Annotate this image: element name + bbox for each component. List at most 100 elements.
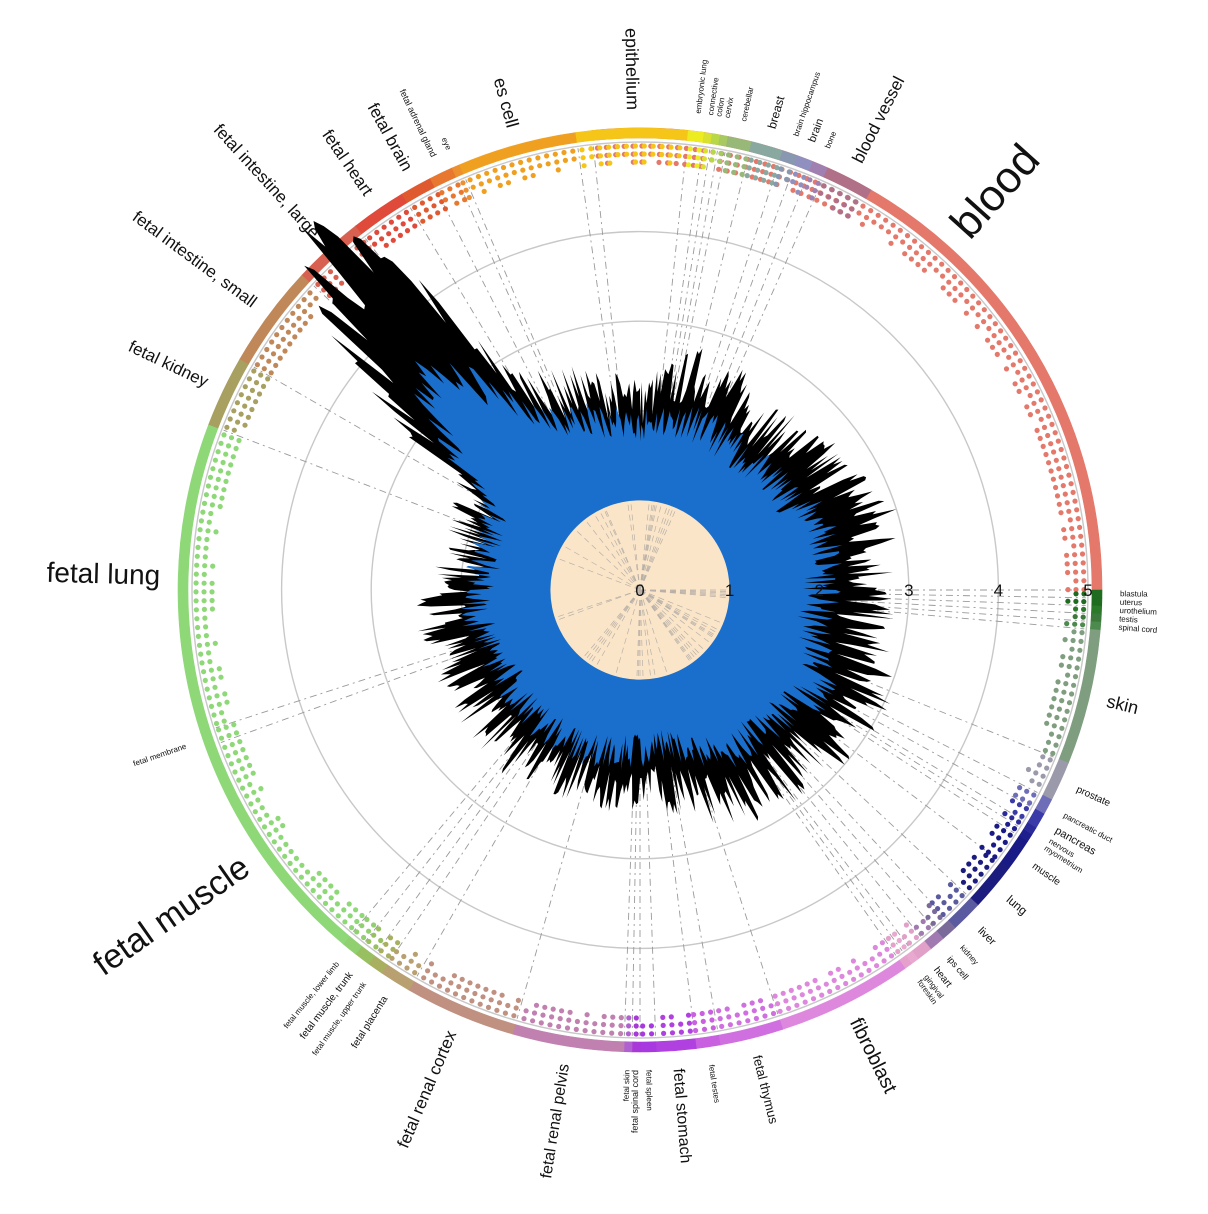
ring-dot [678, 1029, 685, 1035]
ring-dot [1019, 377, 1025, 383]
ring-dot [1068, 481, 1074, 487]
ring-dot [224, 699, 230, 705]
ring-dot [597, 153, 604, 159]
ring-dot [198, 518, 204, 524]
ring-dot [1040, 443, 1046, 449]
ring-dot [233, 445, 239, 452]
ring-dot [322, 900, 329, 907]
ring-dot [339, 280, 345, 286]
ring-dot [901, 944, 907, 950]
ring-dot [400, 221, 406, 227]
ring-dot [829, 187, 835, 193]
ring-dot [440, 976, 446, 982]
ring-dot [270, 351, 277, 357]
ring-dot [791, 995, 797, 1001]
ring-dot [212, 640, 218, 646]
ring-dot [511, 1013, 517, 1019]
ring-dot [981, 307, 987, 313]
ring-dot [1035, 408, 1041, 414]
sector-label: fetal muscle [86, 848, 256, 983]
ring-dot [299, 862, 305, 868]
ring-dot [1076, 656, 1082, 662]
ring-dot [378, 948, 384, 954]
ring-dot [918, 244, 925, 250]
ring-dot [841, 202, 848, 208]
tick-label-3: 3 [904, 581, 913, 600]
ring-dot [462, 197, 468, 203]
ring-dot [1040, 773, 1046, 779]
ring-dot [1026, 373, 1032, 379]
ring-sector [1089, 621, 1102, 631]
sector-label: fetal stomach [669, 1068, 693, 1164]
ring-dot [699, 1010, 705, 1017]
ring-dot [403, 209, 409, 215]
ring-dot [1040, 754, 1046, 760]
ring-dot [989, 830, 995, 836]
ring-dot [760, 1005, 766, 1012]
ring-dot [970, 293, 976, 299]
ring-dot [755, 167, 761, 173]
ring-dot [511, 169, 517, 176]
ring-dot [235, 419, 241, 425]
ring-dot [745, 1018, 751, 1024]
ring-dot [775, 1001, 781, 1007]
ring-dot [1073, 578, 1079, 584]
core-spoke [555, 589, 641, 621]
ring-dot [195, 624, 201, 631]
ring-dot [390, 946, 396, 952]
ring-dot [812, 977, 818, 984]
core-spoke [639, 589, 656, 679]
ring-dot [401, 953, 407, 960]
ring-dot [232, 769, 238, 775]
ring-dot [346, 901, 352, 907]
ring-dot [203, 545, 209, 551]
ring-dot [373, 944, 379, 950]
ring-dot [1064, 500, 1070, 506]
ring-dot [219, 710, 225, 716]
ring-dot [906, 940, 913, 946]
ring-dot [1031, 792, 1037, 798]
ring-dot [222, 691, 228, 697]
ring-dot [1053, 484, 1059, 491]
ring-dot [193, 598, 199, 604]
ring-dot [838, 209, 844, 215]
ring-dot [716, 1008, 722, 1014]
ring-dot [809, 195, 815, 201]
ring-dot [201, 500, 208, 506]
ring-dot [1017, 358, 1023, 364]
ring-dot [442, 197, 449, 203]
ring-dot [211, 493, 217, 499]
ring-dot [420, 218, 426, 224]
ring-dot [366, 938, 372, 945]
ring-dot [749, 1000, 755, 1006]
ring-dot [215, 449, 221, 455]
ring-dot [640, 1023, 646, 1029]
ring-dot [633, 1023, 639, 1029]
ring-dot [890, 222, 896, 228]
data-area [301, 221, 897, 823]
ring-dot [404, 228, 411, 234]
ring-dot [280, 336, 286, 342]
ring-dot [1081, 587, 1087, 593]
ring-dot [734, 154, 740, 160]
ring-dot [927, 261, 933, 267]
ring-dot [227, 416, 233, 422]
ring-dot [907, 244, 913, 250]
ring-dot [225, 443, 232, 449]
ring-dot [774, 165, 780, 171]
ring-dot [786, 169, 792, 175]
ring-dot [279, 324, 285, 331]
ring-dot [214, 693, 220, 699]
ring-dot [727, 1022, 734, 1028]
ring-dot [354, 918, 360, 925]
ring-dot [276, 846, 282, 852]
ring-dot [1069, 526, 1075, 532]
core-spoke [639, 589, 700, 658]
ring-dot [1030, 381, 1036, 387]
ring-dot [874, 963, 880, 969]
ring-dot [273, 362, 279, 368]
ring-dot [282, 348, 288, 354]
ring-sector [631, 1041, 641, 1053]
ring-dot [994, 351, 1000, 357]
ring-dot [469, 998, 475, 1004]
